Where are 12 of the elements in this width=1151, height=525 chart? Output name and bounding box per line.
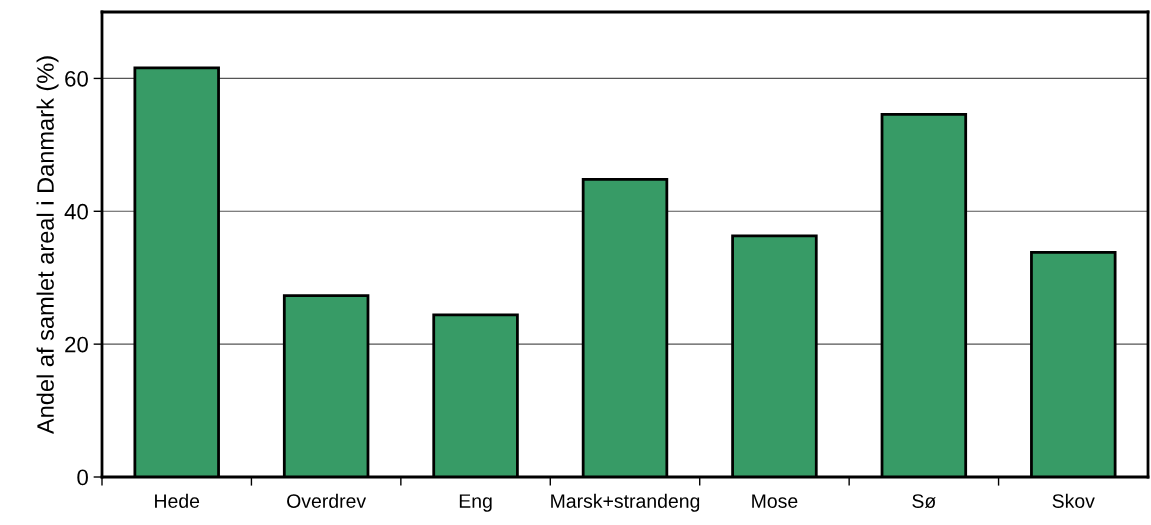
x-tick-label: Hede <box>155 493 200 508</box>
y-tick-label: 60 <box>65 70 88 87</box>
x-tick-label: Overdrev <box>287 493 367 508</box>
y-tick-label: 40 <box>64 203 88 220</box>
x-tick-label: Mose <box>752 494 798 508</box>
x-tick-label: Sø <box>912 494 936 509</box>
y-axis-title: Andel af samlet areal i Danmark (%) <box>36 56 59 435</box>
y-tick-label: 0 <box>77 469 88 486</box>
x-tick-label: Marsk+strandeng <box>551 493 700 512</box>
y-tick-label: 20 <box>65 336 88 353</box>
x-tick-label: Eng <box>459 494 492 512</box>
x-tick-label: Skov <box>1052 493 1095 508</box>
